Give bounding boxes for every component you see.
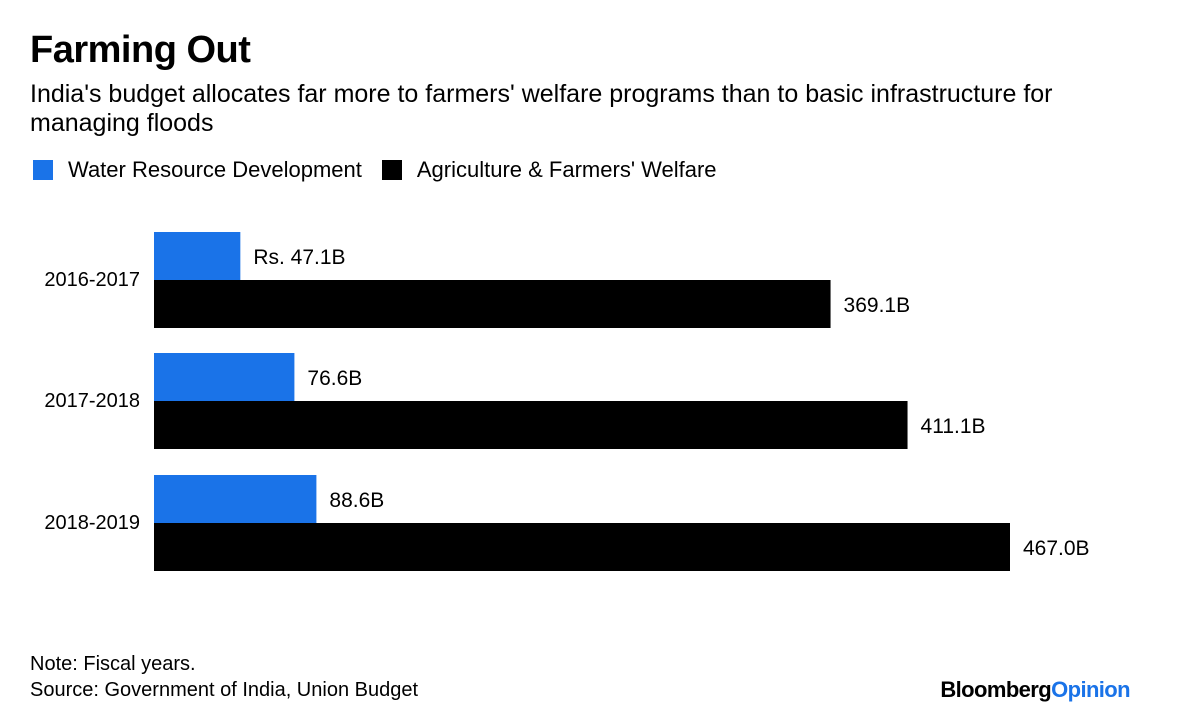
category-label-2017-2018: 2017-2018: [44, 390, 140, 412]
bar-chart: 2016-2017 Rs. 47.1B 369.1B 2017-2018 76.6B 41…: [44, 232, 1090, 571]
bar-agriculture-2016-2017: [154, 280, 831, 328]
footnote: Note: Fiscal years.: [30, 653, 196, 675]
chart-subtitle: India's budget allocates far more to far…: [30, 80, 1053, 137]
category-label-2016-2017: 2016-2017: [44, 269, 140, 291]
brand-bloomberg: Bloomberg: [940, 677, 1052, 702]
data-label-agriculture-2018-2019: 467.0B: [1023, 537, 1090, 560]
chart-title: Farming Out: [30, 29, 251, 71]
bar-water-2017-2018: [154, 353, 295, 401]
bar-agriculture-2018-2019: [154, 523, 1010, 571]
legend-item-water: Water Resource Development: [33, 157, 362, 183]
legend-swatch-water: [33, 160, 53, 180]
data-label-water-2018-2019: 88.6B: [329, 489, 384, 512]
data-label-agriculture-2016-2017: 369.1B: [844, 294, 911, 317]
data-label-agriculture-2017-2018: 411.1B: [921, 415, 986, 438]
source-note: Source: Government of India, Union Budge…: [30, 679, 419, 701]
legend-item-agriculture: Agriculture & Farmers' Welfare: [381, 157, 717, 183]
legend-label-water: Water Resource Development: [68, 157, 362, 182]
data-label-water-2017-2018: 76.6B: [307, 367, 362, 390]
bar-water-2016-2017: [154, 232, 241, 280]
category-label-2018-2019: 2018-2019: [44, 512, 140, 534]
data-label-water-2016-2017: Rs. 47.1B: [253, 246, 345, 269]
bar-water-2018-2019: [154, 475, 317, 523]
bar-agriculture-2017-2018: [154, 401, 908, 449]
legend-swatch-agriculture: [381, 160, 402, 180]
legend: Water Resource Development Agriculture &…: [33, 157, 737, 183]
legend-label-agriculture: Agriculture & Farmers' Welfare: [416, 157, 717, 182]
bloomberg-opinion-logo: BloombergOpinion: [940, 677, 1130, 703]
brand-opinion: Opinion: [1051, 677, 1131, 702]
